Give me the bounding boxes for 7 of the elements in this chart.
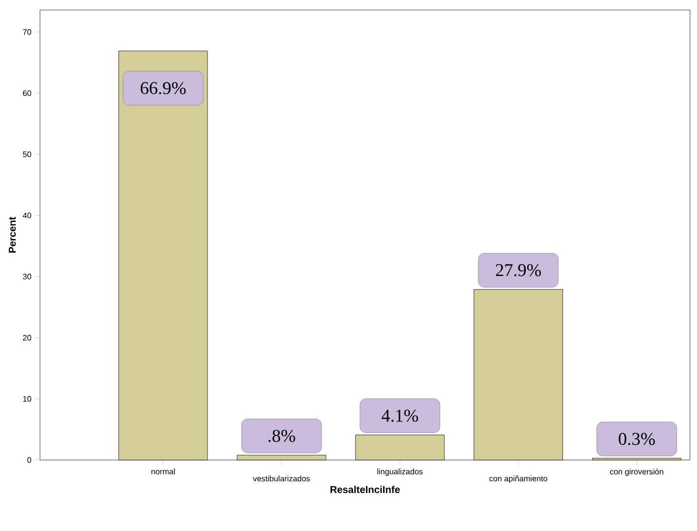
data-label: .8% (268, 430, 296, 442)
data-label: 66.9% (140, 82, 186, 94)
data-label: 4.1% (382, 410, 418, 422)
data-label: 0.3% (618, 432, 655, 446)
y-axis-title: Percent (8, 216, 16, 253)
data-label: 27.9% (496, 264, 541, 276)
x-axis-title: ResalteInciInfe (330, 486, 400, 494)
